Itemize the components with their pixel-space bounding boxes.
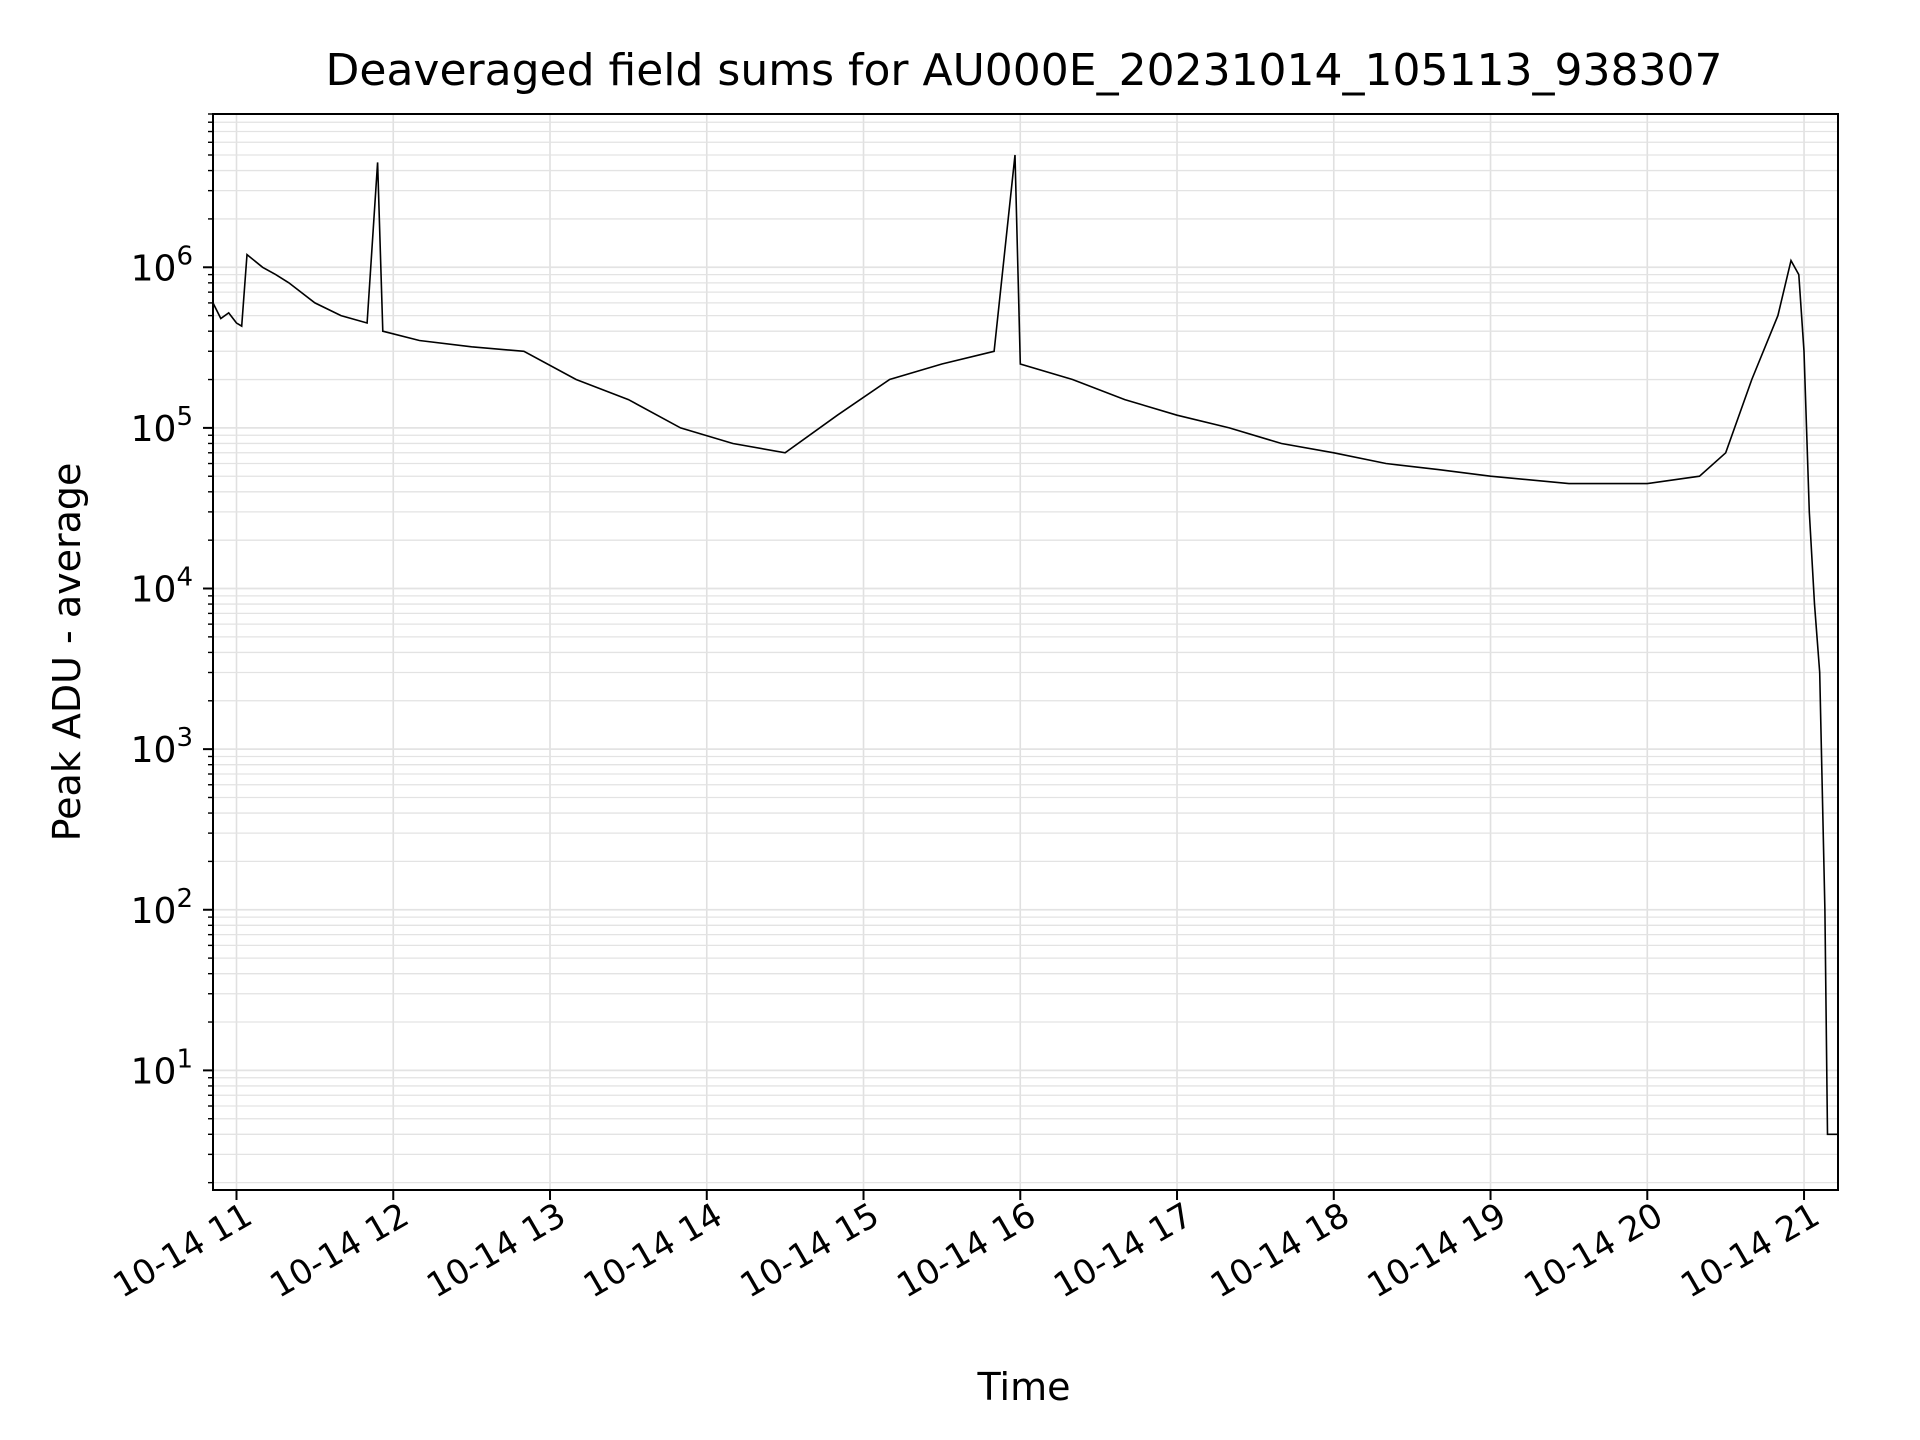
chart-title: Deaveraged field sums for AU000E_2023101… xyxy=(326,45,1723,96)
y-tick-base: 10 xyxy=(131,891,177,932)
y-tick-label: 104 xyxy=(131,563,193,611)
y-axis-label: Peak ADU - average xyxy=(45,463,89,842)
y-tick-label: 106 xyxy=(131,241,193,289)
y-tick-base: 10 xyxy=(131,248,177,289)
y-tick-exponent: 3 xyxy=(176,723,193,753)
y-tick-exponent: 6 xyxy=(176,241,193,271)
y-tick-label: 102 xyxy=(131,884,193,932)
y-tick-base: 10 xyxy=(131,1051,177,1092)
grid xyxy=(213,113,1838,1190)
y-tick-exponent: 4 xyxy=(176,563,193,593)
y-tick-base: 10 xyxy=(131,730,177,771)
series-line xyxy=(213,154,1838,1136)
series-layer xyxy=(213,154,1838,1136)
y-tick-base: 10 xyxy=(131,409,177,450)
y-tick-label: 105 xyxy=(131,402,193,450)
y-tick-label: 101 xyxy=(131,1044,193,1092)
y-tick-exponent: 2 xyxy=(176,884,193,914)
x-axis-label: Time xyxy=(977,1365,1071,1409)
y-tick-exponent: 1 xyxy=(176,1044,193,1074)
y-tick-exponent: 5 xyxy=(176,402,193,432)
y-tick-label: 103 xyxy=(131,723,193,771)
y-tick-base: 10 xyxy=(131,570,177,611)
